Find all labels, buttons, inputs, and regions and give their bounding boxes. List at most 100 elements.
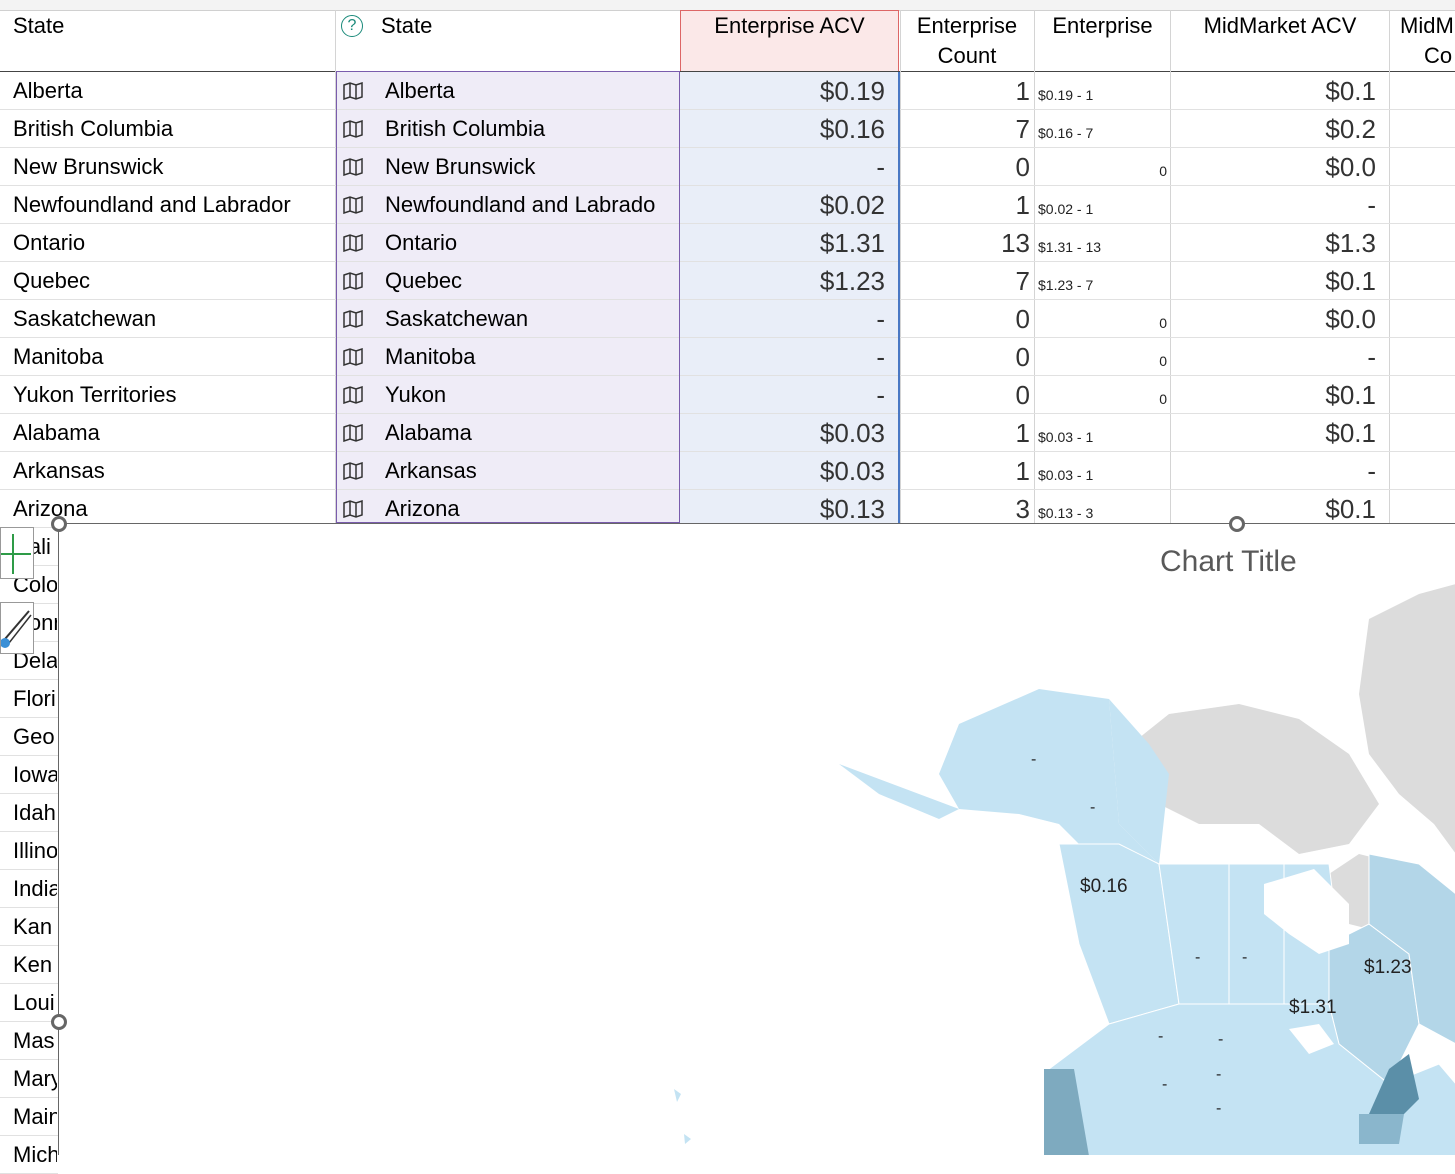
cell-enterprise-acv[interactable]: $0.13: [819, 494, 885, 524]
cell-midmarket-acv[interactable]: $0.1: [1325, 418, 1376, 448]
cell-midmarket-acv[interactable]: $0.1: [1325, 266, 1376, 296]
cell-midmarket-acv[interactable]: $0.0: [1325, 304, 1376, 334]
cell-state[interactable]: Mich: [13, 1142, 57, 1167]
header-midmarket-count-2[interactable]: Co: [1424, 43, 1453, 68]
cell-enterprise-count[interactable]: 3: [1015, 494, 1030, 524]
cell-enterprise-label[interactable]: $0.13 - 3: [1038, 505, 1094, 521]
cell-geo-state[interactable]: Saskatchewan: [385, 306, 529, 331]
cell-midmarket-acv[interactable]: -: [1367, 456, 1376, 486]
cell-state[interactable]: Manitoba: [13, 344, 104, 369]
cell-enterprise-label[interactable]: 0: [1159, 353, 1167, 369]
cell-enterprise-label[interactable]: $0.03 - 1: [1038, 429, 1094, 445]
cell-state[interactable]: Arizona: [13, 496, 88, 521]
cell-geo-state[interactable]: Newfoundland and Labrado: [385, 192, 656, 217]
cell-state[interactable]: Alabama: [13, 420, 100, 445]
cell-state[interactable]: Mas: [13, 1028, 55, 1053]
cell-enterprise-acv[interactable]: $0.16: [819, 114, 885, 144]
cell-enterprise-count[interactable]: 7: [1015, 266, 1030, 296]
cell-geo-state[interactable]: Yukon: [385, 382, 447, 407]
cell-state[interactable]: Geo: [13, 724, 55, 749]
cell-state[interactable]: Main: [13, 1104, 57, 1129]
cell-midmarket-acv[interactable]: $0.0: [1325, 152, 1376, 182]
cell-state[interactable]: Kan: [13, 914, 53, 939]
cell-enterprise-label[interactable]: $1.31 - 13: [1038, 239, 1102, 255]
header-enterprise-count-1[interactable]: Enterprise: [916, 13, 1018, 38]
cell-enterprise-label[interactable]: $1.23 - 7: [1038, 277, 1094, 293]
cell-enterprise-count[interactable]: 13: [1001, 228, 1030, 258]
cell-enterprise-acv[interactable]: -: [876, 304, 885, 334]
cell-enterprise-acv[interactable]: $1.23: [819, 266, 885, 296]
cell-enterprise-acv[interactable]: -: [876, 342, 885, 372]
cell-enterprise-label[interactable]: $0.02 - 1: [1038, 201, 1094, 217]
cell-enterprise-count[interactable]: 1: [1015, 456, 1030, 486]
cell-geo-state[interactable]: Manitoba: [385, 344, 476, 369]
chart-title[interactable]: Chart Title: [1160, 545, 1297, 578]
resize-handle-top-middle[interactable]: [1229, 516, 1245, 532]
cell-state[interactable]: New Brunswick: [13, 154, 164, 179]
header-geo-state[interactable]: State: [381, 13, 433, 38]
cell-geo-state[interactable]: Arizona: [385, 496, 460, 521]
chart-elements-button[interactable]: [0, 527, 34, 579]
cell-enterprise-acv[interactable]: -: [876, 152, 885, 182]
cell-state[interactable]: Illino: [13, 838, 57, 863]
cell-geo-state[interactable]: Arkansas: [385, 458, 477, 483]
cell-enterprise-count[interactable]: 1: [1015, 76, 1030, 106]
cell-geo-state[interactable]: British Columbia: [385, 116, 546, 141]
help-question-icon[interactable]: ?: [341, 15, 363, 37]
header-enterprise-count-2[interactable]: Count: [937, 43, 997, 68]
cell-geo-state[interactable]: Quebec: [385, 268, 463, 293]
chart-styles-button[interactable]: [0, 602, 34, 654]
cell-enterprise-count[interactable]: 0: [1015, 152, 1030, 182]
cell-enterprise-label[interactable]: 0: [1159, 315, 1167, 331]
cell-state[interactable]: Iowa: [13, 762, 57, 787]
cell-enterprise-acv[interactable]: $0.03: [819, 418, 885, 448]
cell-state[interactable]: Loui: [13, 990, 55, 1015]
cell-enterprise-count[interactable]: 1: [1015, 190, 1030, 220]
header-midmarket-acv[interactable]: MidMarket ACV: [1203, 13, 1357, 38]
cell-geo-state[interactable]: New Brunswick: [385, 154, 536, 179]
cell-midmarket-acv[interactable]: -: [1367, 342, 1376, 372]
header-midmarket-count-1[interactable]: MidM: [1400, 13, 1454, 38]
header-state[interactable]: State: [13, 13, 65, 38]
cell-state[interactable]: British Columbia: [13, 116, 174, 141]
cell-state[interactable]: Yukon Territories: [13, 382, 177, 407]
cell-state[interactable]: Alberta: [13, 78, 83, 103]
cell-midmarket-acv[interactable]: $0.1: [1325, 494, 1376, 524]
cell-enterprise-label[interactable]: $0.16 - 7: [1038, 125, 1094, 141]
cell-state[interactable]: Arkansas: [13, 458, 105, 483]
cell-enterprise-count[interactable]: 0: [1015, 342, 1030, 372]
cell-midmarket-acv[interactable]: $0.1: [1325, 380, 1376, 410]
cell-state[interactable]: Ontario: [13, 230, 86, 255]
cell-enterprise-acv[interactable]: -: [876, 380, 885, 410]
cell-midmarket-acv[interactable]: -: [1367, 190, 1376, 220]
cell-enterprise-label[interactable]: $0.19 - 1: [1038, 87, 1094, 103]
cell-state[interactable]: Flori: [13, 686, 56, 711]
cell-enterprise-acv[interactable]: $0.03: [819, 456, 885, 486]
cell-enterprise-label[interactable]: 0: [1159, 391, 1167, 407]
cell-state[interactable]: India: [13, 876, 57, 901]
cell-geo-state[interactable]: Alberta: [385, 78, 455, 103]
header-enterprise-acv[interactable]: Enterprise ACV: [714, 13, 865, 38]
cell-enterprise-count[interactable]: 0: [1015, 380, 1030, 410]
cell-enterprise-label[interactable]: 0: [1159, 163, 1167, 179]
cell-enterprise-count[interactable]: 1: [1015, 418, 1030, 448]
cell-geo-state[interactable]: Alabama: [385, 420, 472, 445]
cell-state[interactable]: Saskatchewan: [13, 306, 157, 331]
cell-midmarket-acv[interactable]: $0.1: [1325, 76, 1376, 106]
resize-handle-top-left[interactable]: [51, 516, 67, 532]
cell-enterprise-acv[interactable]: $1.31: [819, 228, 885, 258]
cell-enterprise-count[interactable]: 7: [1015, 114, 1030, 144]
cell-state[interactable]: Quebec: [13, 268, 91, 293]
cell-geo-state[interactable]: Ontario: [385, 230, 458, 255]
cell-midmarket-acv[interactable]: $1.3: [1325, 228, 1376, 258]
header-enterprise[interactable]: Enterprise: [1052, 13, 1153, 38]
cell-enterprise-count[interactable]: 0: [1015, 304, 1030, 334]
resize-handle-middle-left[interactable]: [51, 1014, 67, 1030]
cell-enterprise-acv[interactable]: $0.02: [819, 190, 885, 220]
cell-enterprise-label[interactable]: $0.03 - 1: [1038, 467, 1094, 483]
cell-state[interactable]: Newfoundland and Labrador: [13, 192, 291, 217]
cell-state[interactable]: Idah: [13, 800, 56, 825]
cell-state[interactable]: Mary: [13, 1066, 57, 1091]
map-chart[interactable]: [58, 523, 1455, 1155]
cell-midmarket-acv[interactable]: $0.2: [1325, 114, 1376, 144]
